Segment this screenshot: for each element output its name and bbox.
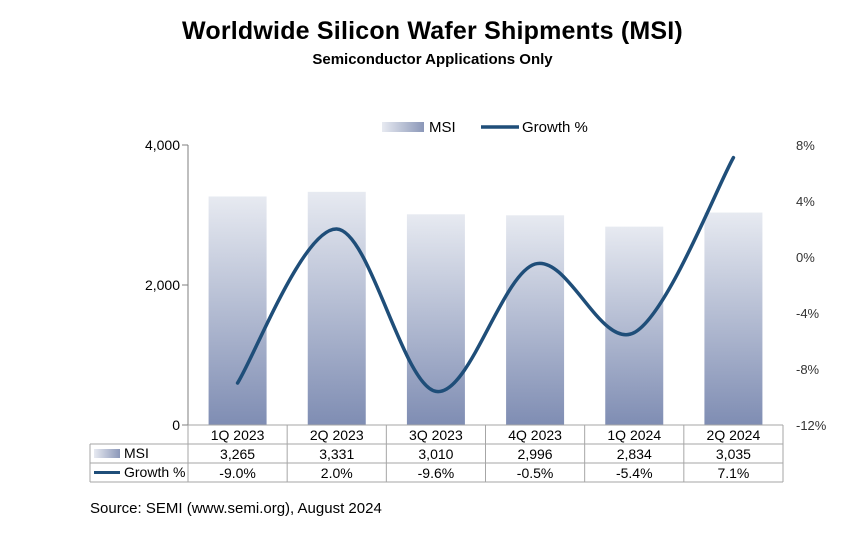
table-cell-msi: 2,996 [518, 446, 553, 462]
right-axis-tick-label: -12% [796, 418, 827, 433]
table-cell-msi: 3,035 [716, 446, 751, 462]
right-axis-tick-label: -8% [796, 362, 820, 377]
source-note: Source: SEMI (www.semi.org), August 2024 [90, 500, 382, 517]
table-cell-growth: -9.6% [418, 465, 455, 481]
legend-swatch-msi [382, 122, 424, 132]
right-axis-tick-label: -4% [796, 306, 820, 321]
table-row-label-msi: MSI [124, 445, 149, 461]
data-table: 1Q 2023 2Q 2023 3Q 2023 4Q 2023 1Q 2024 2Q 20… [89, 424, 784, 483]
legend: MSI Growth % [382, 119, 588, 136]
right-axis-tick-label: 4% [796, 194, 815, 209]
chart-subtitle: Semiconductor Applications Only [312, 51, 553, 68]
left-axis-tick-label: 0 [172, 417, 180, 433]
left-axis-tick-label: 2,000 [145, 277, 180, 293]
left-axis-tick-label: 4,000 [145, 137, 180, 153]
growth-line [235, 155, 736, 394]
table-cell-growth: -9.0% [219, 465, 256, 481]
x-axis-category-label: 4Q 2023 [508, 427, 562, 443]
table-cell-msi: 3,331 [319, 446, 354, 462]
x-axis-category-label: 1Q 2023 [211, 427, 265, 443]
legend-label-growth: Growth % [522, 119, 588, 136]
chart-title: Worldwide Silicon Wafer Shipments (MSI) [182, 17, 683, 45]
x-axis-category-label: 1Q 2024 [607, 427, 661, 443]
bar-msi [506, 215, 565, 425]
table-row-label-growth: Growth % [124, 464, 185, 480]
growth-line-layer [235, 155, 736, 394]
right-axis-tick-label: 8% [796, 138, 815, 153]
x-axis-category-label: 2Q 2024 [707, 427, 761, 443]
x-axis-category-label: 2Q 2023 [310, 427, 364, 443]
x-axis-category-label: 3Q 2023 [409, 427, 463, 443]
legend-label-msi: MSI [429, 119, 456, 136]
table-cell-growth: -0.5% [517, 465, 554, 481]
table-cell-msi: 3,265 [220, 446, 255, 462]
table-cell-msi: 3,010 [418, 446, 453, 462]
table-cell-growth: 2.0% [321, 465, 353, 481]
axes-layer: 0 2,000 4,000 -12% -8% -4% 0% 4% 8% [145, 137, 827, 433]
table-cell-growth: 7.1% [717, 465, 749, 481]
bar-msi [605, 226, 664, 425]
bars-layer [208, 191, 763, 425]
table-cell-msi: 2,834 [617, 446, 652, 462]
table-cell-growth: -5.4% [616, 465, 653, 481]
bar-msi [307, 191, 366, 425]
bar-msi [704, 212, 763, 425]
right-axis-tick-label: 0% [796, 250, 815, 265]
table-key-msi [94, 449, 120, 458]
bar-msi [406, 214, 465, 425]
bar-msi [208, 196, 267, 425]
